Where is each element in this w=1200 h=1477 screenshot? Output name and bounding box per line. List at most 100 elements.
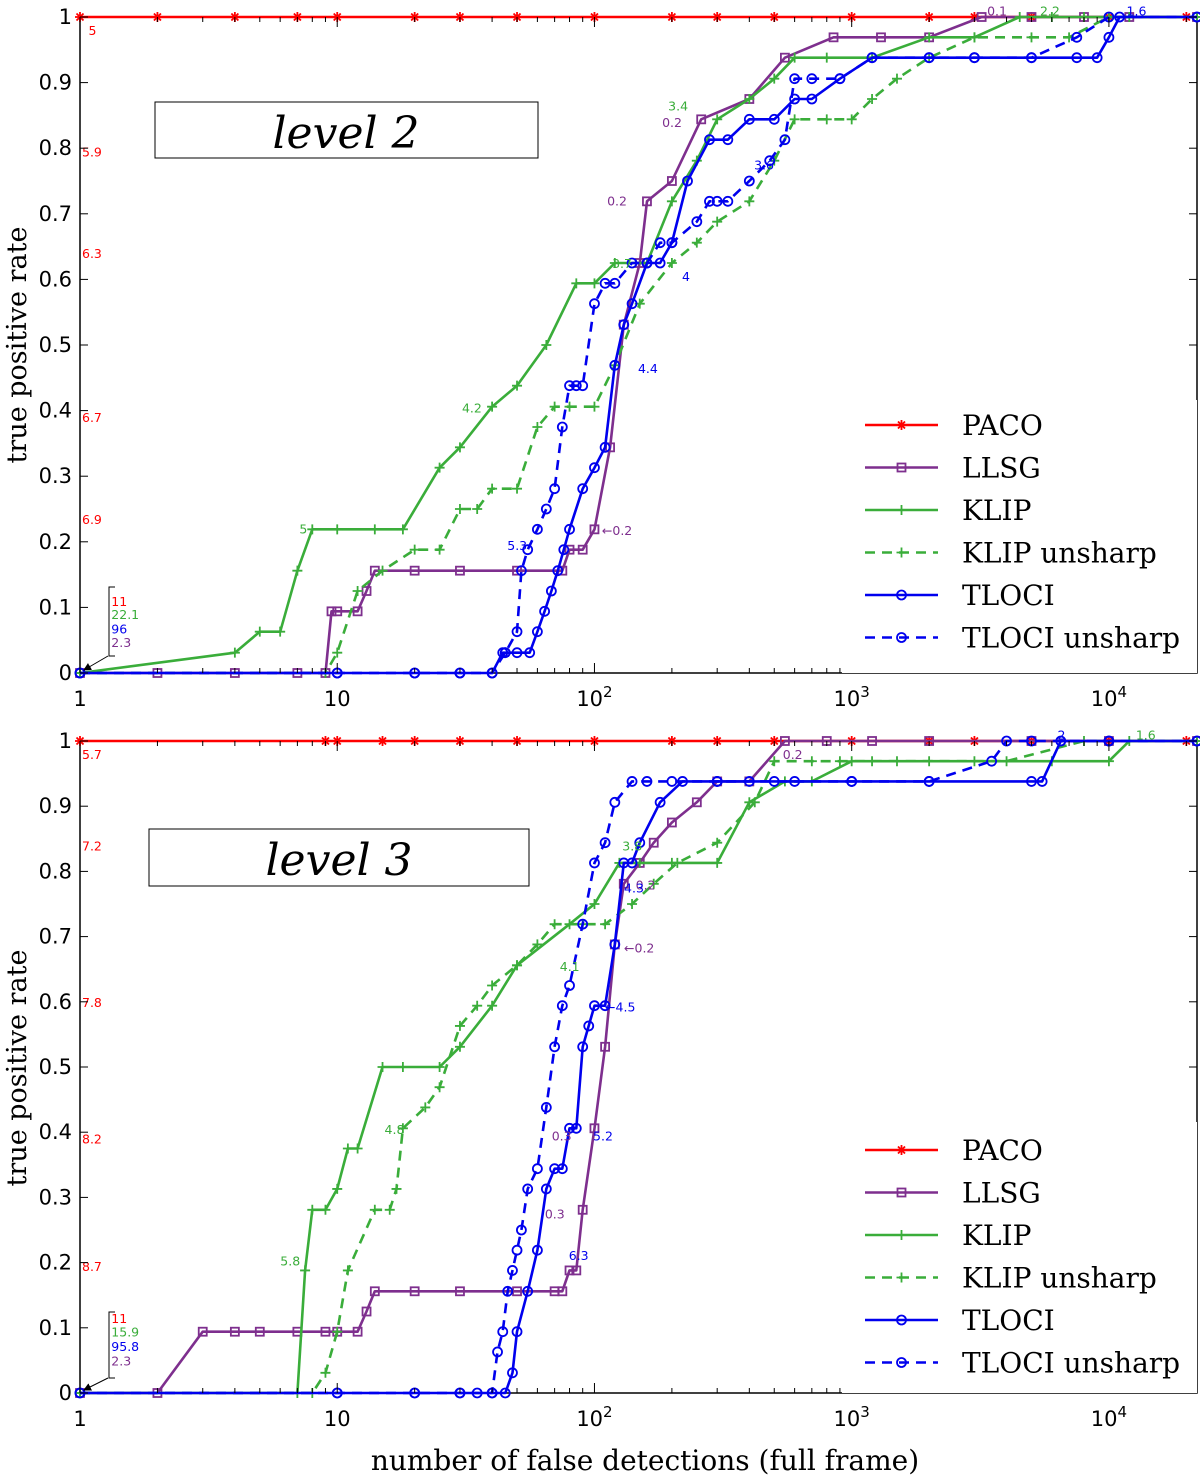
annotation-label: 6.3: [82, 246, 102, 261]
data-point-tloci: [626, 857, 638, 869]
data-point-klip-unsharp: [867, 756, 878, 767]
annotation-label: 5.7: [82, 747, 102, 762]
data-point-tloci: [704, 134, 715, 146]
data-point-llsg: [976, 12, 987, 22]
data-point-tloci: [1026, 776, 1037, 787]
data-point-tloci-unsharp: [577, 918, 589, 930]
data-point-llsg: [409, 565, 420, 576]
annotation-label: 3.7: [612, 256, 632, 271]
data-point-klip: [924, 32, 935, 43]
data-point-klip: [487, 401, 498, 412]
annotation-label: 0.2: [607, 194, 627, 209]
data-point-klip-unsharp: [342, 1265, 353, 1276]
data-point-klip: [1103, 756, 1114, 767]
data-point-tloci-unsharp: [516, 565, 527, 577]
data-point-tloci-unsharp: [641, 776, 653, 787]
data-point-klip-unsharp: [472, 504, 483, 514]
legend-label: PACO: [962, 409, 1043, 442]
data-point-tloci-unsharp: [570, 380, 582, 392]
data-point-klip: [512, 380, 523, 391]
data-point-klip-unsharp: [712, 837, 723, 848]
data-point-llsg: [648, 837, 659, 848]
data-point-llsg: [326, 606, 337, 617]
x-tick-label: 102: [576, 683, 612, 711]
data-point-klip-unsharp: [377, 565, 388, 576]
data-point-tloci: [609, 359, 621, 371]
data-point-klip: [397, 1062, 408, 1072]
data-point-tloci: [577, 483, 589, 495]
data-point-klip-unsharp: [672, 857, 683, 868]
data-point-llsg: [361, 1306, 372, 1317]
data-point-klip: [254, 626, 265, 637]
data-point-klip-unsharp: [352, 586, 363, 596]
data-point-klip-unsharp: [744, 196, 755, 207]
y-tick-label: 0.1: [39, 595, 72, 619]
annotation-label: 95.8: [111, 1339, 139, 1354]
data-point-klip: [292, 565, 303, 576]
data-point-tloci: [618, 319, 630, 331]
legend-label: PACO: [962, 1134, 1043, 1167]
y-tick-label: 0.5: [39, 1055, 72, 1079]
data-point-klip: [1014, 12, 1025, 22]
data-point-llsg: [564, 544, 575, 555]
legend-label: LLSG: [962, 452, 1041, 485]
data-point-llsg: [867, 736, 877, 746]
data-point-klip-unsharp: [789, 114, 800, 125]
data-point-llsg: [666, 176, 677, 186]
data-point-tloci-unsharp: [711, 195, 723, 207]
y-tick-label: 0.2: [39, 1251, 72, 1275]
annotation-label: 4.1: [560, 959, 580, 974]
legend-label: KLIP: [962, 494, 1031, 527]
y-tick-label: 0: [59, 661, 72, 685]
annotation-label: 5: [299, 522, 307, 537]
data-point-tloci-unsharp: [556, 1000, 568, 1012]
data-point-llsg: [197, 1326, 208, 1337]
legend-box: [842, 400, 1197, 673]
annotation-label: 4.3: [624, 881, 644, 896]
x-tick-label: 10: [324, 1407, 351, 1431]
data-point-tloci: [549, 1163, 561, 1175]
legend-label: KLIP unsharp: [962, 537, 1157, 570]
data-point-llsg: [320, 1326, 331, 1337]
data-point-tloci-unsharp: [666, 776, 678, 787]
data-point-paco: [377, 736, 388, 746]
legend-marker: [896, 1357, 907, 1368]
chart-title: level 2: [272, 108, 419, 159]
data-point-tloci: [654, 257, 666, 269]
y-tick-label: 0.3: [39, 464, 72, 488]
data-point-tloci: [524, 647, 536, 659]
data-point-tloci: [626, 298, 638, 310]
annotation-layer: 55.96.36.76.91122.1962.354.23.73.40.20.2…: [82, 3, 1146, 650]
x-tick-label: 1: [73, 687, 86, 711]
annotation-label: 2: [1058, 727, 1066, 742]
data-point-klip-unsharp: [564, 401, 575, 412]
data-point-tloci-unsharp: [722, 195, 734, 207]
annotation-label: 2.2: [1040, 3, 1060, 18]
title-box: [154, 101, 539, 159]
y-tick-label: 0.6: [39, 267, 72, 291]
y-axis-label: true positive rate: [2, 227, 33, 464]
data-point-tloci-unsharp: [866, 52, 878, 64]
data-point-klip-unsharp: [666, 258, 677, 268]
data-point-tloci: [599, 441, 611, 453]
data-point-tloci: [531, 626, 543, 638]
legend-label: KLIP unsharp: [962, 1262, 1157, 1295]
data-point-klip: [589, 899, 600, 909]
inset-bracket: [83, 586, 115, 671]
data-point-llsg: [642, 196, 652, 207]
data-point-tloci-unsharp: [516, 1224, 527, 1236]
data-point-klip-unsharp: [384, 1204, 395, 1215]
data-point-tloci: [499, 1387, 511, 1399]
data-point-tloci-unsharp: [666, 237, 678, 249]
data-point-klip: [789, 52, 800, 63]
annotation-label: 7.8: [82, 995, 102, 1010]
legend-marker: [896, 632, 907, 643]
data-point-tloci-unsharp: [654, 237, 666, 249]
data-point-llsg: [512, 565, 522, 576]
data-point-klip: [589, 278, 600, 289]
data-point-klip: [434, 462, 445, 473]
data-point-tloci-unsharp: [511, 626, 523, 638]
data-point-tloci: [654, 796, 666, 808]
data-point-tloci-unsharp: [531, 1163, 543, 1175]
